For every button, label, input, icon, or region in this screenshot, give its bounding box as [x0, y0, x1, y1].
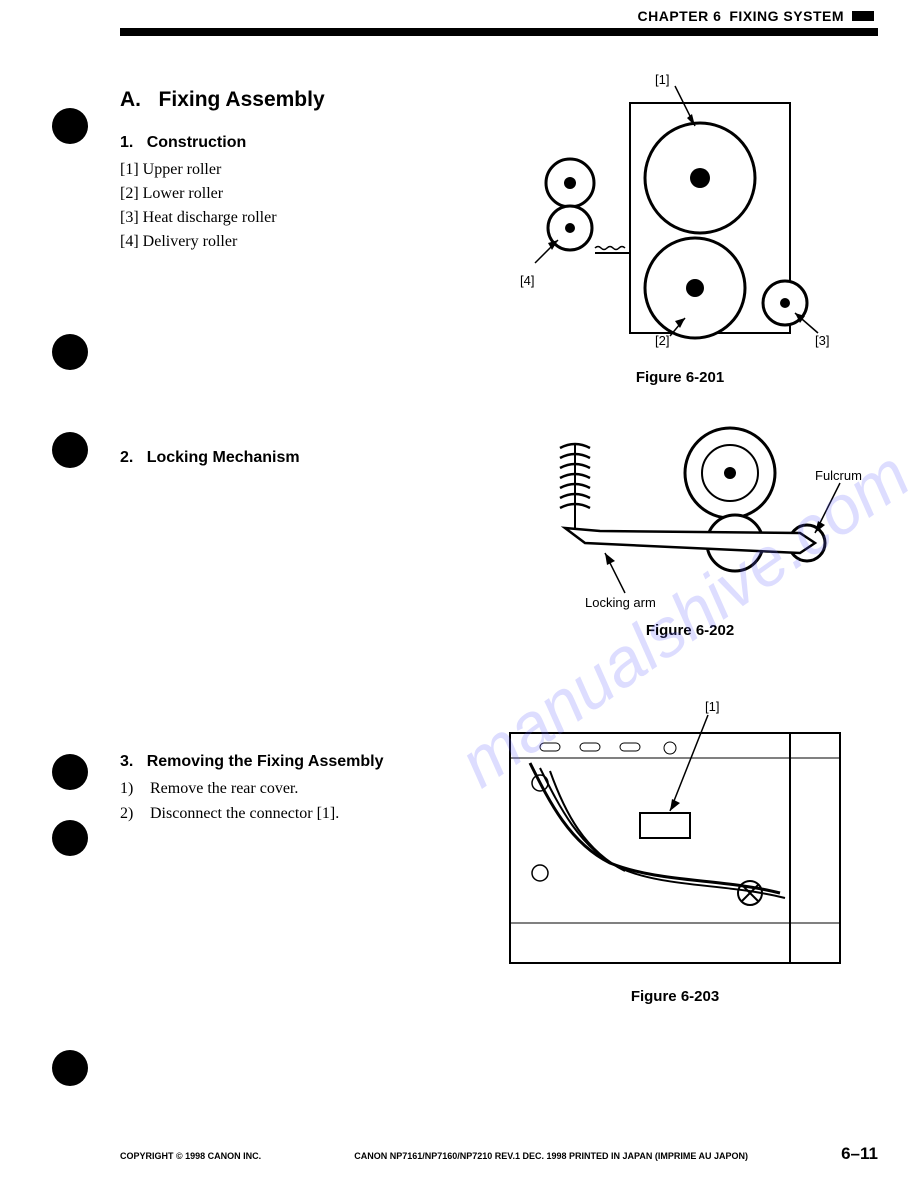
label-fulcrum: Fulcrum — [815, 468, 862, 483]
step-item: 1) Remove the rear cover. — [120, 777, 480, 802]
callout-4: [4] — [520, 273, 534, 288]
punch-hole — [52, 432, 88, 468]
chapter-label: CHAPTER 6 — [638, 8, 722, 24]
subsection-locking: 2. Locking Mechanism — [120, 449, 480, 467]
punch-hole — [52, 1050, 88, 1086]
footer-model: CANON NP7161/NP7160/NP7210 REV.1 DEC. 19… — [354, 1151, 748, 1161]
list-item: [3] Heat discharge roller — [120, 206, 480, 230]
diagram-6-203 — [490, 703, 860, 983]
footer-copyright: COPYRIGHT © 1998 CANON INC. — [120, 1151, 261, 1161]
section-name: Fixing Assembly — [159, 88, 325, 111]
figure-6-202: Fulcrum Locking arm Figure 6-202 — [500, 413, 880, 639]
page-footer: COPYRIGHT © 1998 CANON INC. CANON NP7161… — [120, 1144, 878, 1164]
list-item: [1] Upper roller — [120, 158, 480, 182]
punch-hole — [52, 108, 88, 144]
header-rule — [120, 28, 878, 36]
figure-caption: Figure 6-203 — [490, 988, 860, 1005]
section-letter: A. — [120, 88, 141, 111]
chapter-title: FIXING SYSTEM — [729, 8, 844, 24]
figure-6-201: [1] [4] [2] [3] Figure 6-201 — [500, 78, 860, 386]
footer-page-number: 6–11 — [841, 1144, 878, 1164]
subsection-construction: 1. Construction — [120, 134, 480, 152]
punch-hole — [52, 820, 88, 856]
list-item: [2] Lower roller — [120, 182, 480, 206]
callout-2: [2] — [655, 333, 669, 348]
figure-caption: Figure 6-202 — [500, 622, 880, 639]
list-item: [4] Delivery roller — [120, 230, 480, 254]
callout-1: [1] — [655, 72, 669, 87]
diagram-6-202 — [500, 413, 880, 613]
callout-3: [3] — [815, 333, 829, 348]
step-item: 2) Disconnect the connector [1]. — [120, 802, 480, 827]
callout-1: [1] — [705, 699, 719, 714]
figure-6-203: [1] Figure 6-203 — [490, 703, 860, 1005]
punch-hole — [52, 334, 88, 370]
figure-caption: Figure 6-201 — [500, 369, 860, 386]
page-header: CHAPTER 6 FIXING SYSTEM — [638, 8, 874, 24]
punch-hole — [52, 754, 88, 790]
label-locking-arm: Locking arm — [585, 595, 656, 610]
header-end-block — [852, 11, 874, 21]
diagram-6-201 — [500, 78, 860, 358]
subsection-removing: 3. Removing the Fixing Assembly — [120, 753, 480, 771]
